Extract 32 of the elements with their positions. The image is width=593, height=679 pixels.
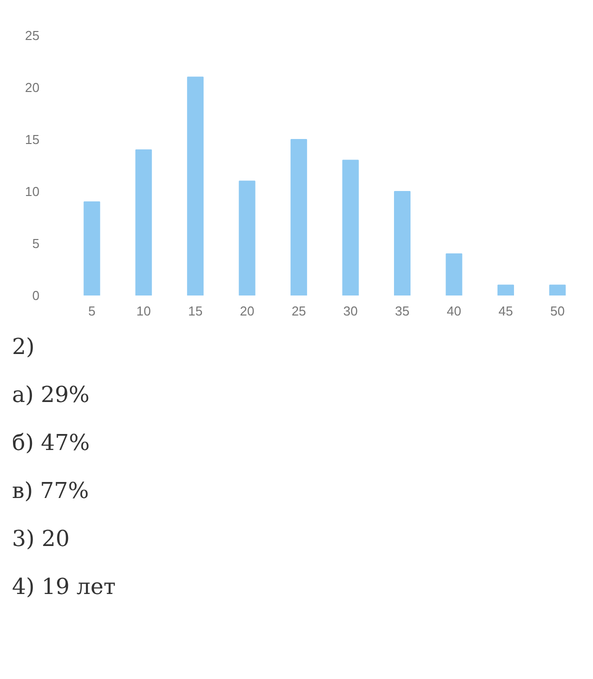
bar bbox=[394, 191, 411, 296]
x-tick-label: 30 bbox=[343, 304, 358, 318]
x-tick-label: 35 bbox=[395, 304, 410, 318]
x-tick-label: 50 bbox=[550, 304, 565, 318]
x-tick-label: 15 bbox=[188, 304, 203, 318]
text: 2) bbox=[12, 334, 35, 362]
x-tick-label: 20 bbox=[240, 304, 254, 318]
y-tick-label: 5 bbox=[32, 236, 40, 251]
text: б) 47% bbox=[12, 430, 90, 458]
y-tick-label: 10 bbox=[25, 184, 40, 199]
bar bbox=[290, 139, 308, 296]
bar bbox=[84, 201, 100, 296]
bar bbox=[342, 160, 359, 296]
y-tick-label: 25 bbox=[25, 28, 40, 43]
text: 4) 19 лет bbox=[12, 574, 116, 602]
y-tick-label: 20 bbox=[25, 80, 40, 95]
text: а) 29% bbox=[12, 382, 90, 410]
x-tick-label: 45 bbox=[498, 304, 513, 318]
text: в) 77% bbox=[12, 478, 89, 506]
x-tick-label: 25 bbox=[292, 304, 306, 318]
x-tick-label: 5 bbox=[88, 304, 96, 318]
y-tick-label: 15 bbox=[25, 132, 40, 147]
x-tick-label: 40 bbox=[446, 304, 462, 318]
bar bbox=[446, 253, 462, 296]
bar bbox=[549, 284, 566, 296]
bar bbox=[497, 284, 514, 296]
bar bbox=[135, 149, 152, 296]
bar bbox=[238, 180, 256, 296]
text: 3) 20 bbox=[12, 526, 70, 554]
bar bbox=[187, 76, 204, 296]
y-tick-label: 0 bbox=[32, 288, 40, 303]
x-tick-label: 10 bbox=[136, 304, 151, 318]
